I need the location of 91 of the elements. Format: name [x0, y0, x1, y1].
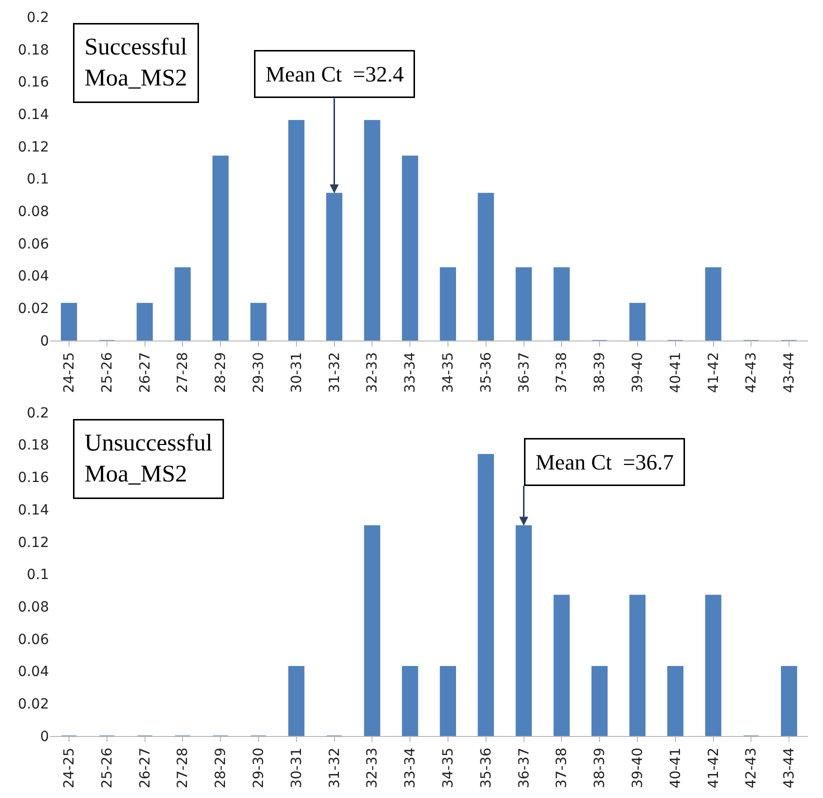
bar: [516, 267, 532, 341]
y-tick-label: 0.06: [18, 632, 50, 648]
bar: [591, 666, 608, 736]
x-tick-label: 40-41: [668, 352, 684, 393]
y-tick-label: 0.06: [18, 236, 50, 252]
bar: [667, 666, 684, 736]
y-tick-label: 0.18: [18, 42, 49, 58]
bar: [440, 267, 456, 341]
x-tick-label: 26-27: [137, 748, 154, 788]
x-tick-label: 27-28: [175, 748, 192, 788]
x-tick-label: 29-30: [251, 352, 267, 393]
x-tick-label: 42-43: [744, 352, 760, 393]
y-tick-label: 0: [40, 728, 49, 745]
annotation: Mean Ct =32.4: [266, 62, 404, 86]
y-tick-label: 0.08: [18, 204, 49, 220]
bar: [629, 302, 646, 341]
bar: [402, 666, 418, 736]
bar: [478, 192, 494, 341]
x-tick-label: 34-35: [440, 748, 456, 788]
x-tick-label: 41-42: [706, 352, 722, 393]
x-tick-label: 37-38: [554, 748, 570, 788]
y-tick-label: 0.12: [18, 534, 49, 551]
bar: [440, 666, 456, 736]
x-tick-label: 35-36: [478, 748, 494, 788]
x-tick-label: 28-29: [213, 748, 230, 788]
x-tick-label: 33-34: [402, 352, 419, 393]
y-tick-label: 0.18: [18, 438, 49, 454]
x-tick-label: 43-44: [782, 352, 798, 393]
x-tick-label: 25-26: [99, 748, 116, 788]
annotation: Unsuccessful Moa_MS2: [84, 430, 213, 488]
x-tick-label: 26-27: [137, 352, 154, 393]
annotation: Mean Ct =36.7: [536, 450, 674, 474]
bar: [705, 594, 722, 736]
y-tick-label: 0.04: [18, 268, 50, 285]
y-tick-label: 0.16: [18, 470, 50, 486]
x-tick-label: 31-32: [326, 352, 343, 393]
y-tick-label: 0.2: [26, 405, 49, 422]
x-tick-label: 36-37: [516, 748, 532, 788]
annotation: Successful Moa_MS2: [84, 34, 188, 92]
x-tick-label: 27-28: [175, 352, 192, 393]
x-tick-label: 39-40: [630, 352, 646, 393]
x-tick-label: 41-42: [706, 748, 722, 788]
bar: [288, 120, 304, 341]
bar: [250, 302, 267, 341]
x-tick-label: 43-44: [782, 748, 798, 788]
x-tick-label: 42-43: [744, 748, 760, 788]
bar: [364, 120, 380, 341]
y-tick-label: 0.08: [18, 599, 49, 616]
bar: [288, 666, 304, 736]
y-tick-label: 0: [40, 333, 49, 350]
y-tick-label: 0.12: [18, 139, 49, 156]
bar: [554, 267, 570, 341]
bar: [780, 666, 798, 736]
x-tick-label: 25-26: [99, 352, 116, 393]
y-tick-label: 0.02: [18, 696, 49, 713]
bar: [174, 267, 191, 341]
x-tick-label: 31-32: [326, 748, 343, 788]
y-tick-label: 0.04: [18, 664, 50, 680]
x-tick-label: 38-39: [592, 748, 608, 788]
x-tick-label: 32-33: [364, 352, 381, 393]
y-tick-label: 0.1: [26, 567, 49, 584]
y-tick-label: 0.1: [26, 172, 49, 188]
x-tick-label: 29-30: [251, 748, 267, 788]
bar: [629, 594, 646, 736]
bar: [554, 594, 570, 736]
x-tick-label: 35-36: [478, 352, 494, 393]
x-tick-label: 37-38: [554, 352, 570, 393]
x-tick-label: 38-39: [592, 352, 608, 393]
y-tick-label: 0.14: [18, 106, 50, 123]
bar: [136, 302, 153, 341]
x-tick-label: 36-37: [516, 352, 532, 393]
x-tick-label: 24-25: [62, 352, 78, 393]
y-tick-label: 0.16: [18, 74, 50, 91]
bar: [212, 156, 229, 341]
x-tick-label: 30-31: [288, 352, 305, 393]
bar: [60, 302, 78, 341]
y-tick-label: 0.14: [18, 502, 50, 518]
y-tick-label: 0.02: [18, 301, 49, 318]
x-tick-label: 32-33: [364, 748, 381, 788]
x-tick-label: 39-40: [630, 748, 646, 788]
x-tick-label: 33-34: [402, 748, 419, 788]
bar: [402, 156, 418, 341]
x-tick-label: 40-41: [668, 748, 684, 788]
bar: [478, 454, 494, 736]
bar: [364, 525, 380, 736]
x-tick-label: 28-29: [213, 352, 230, 393]
y-tick-label: 0.2: [26, 10, 49, 26]
x-tick-label: 24-25: [62, 748, 78, 788]
x-tick-label: 34-35: [440, 352, 456, 393]
bar: [705, 267, 722, 341]
x-tick-label: 30-31: [288, 748, 305, 788]
